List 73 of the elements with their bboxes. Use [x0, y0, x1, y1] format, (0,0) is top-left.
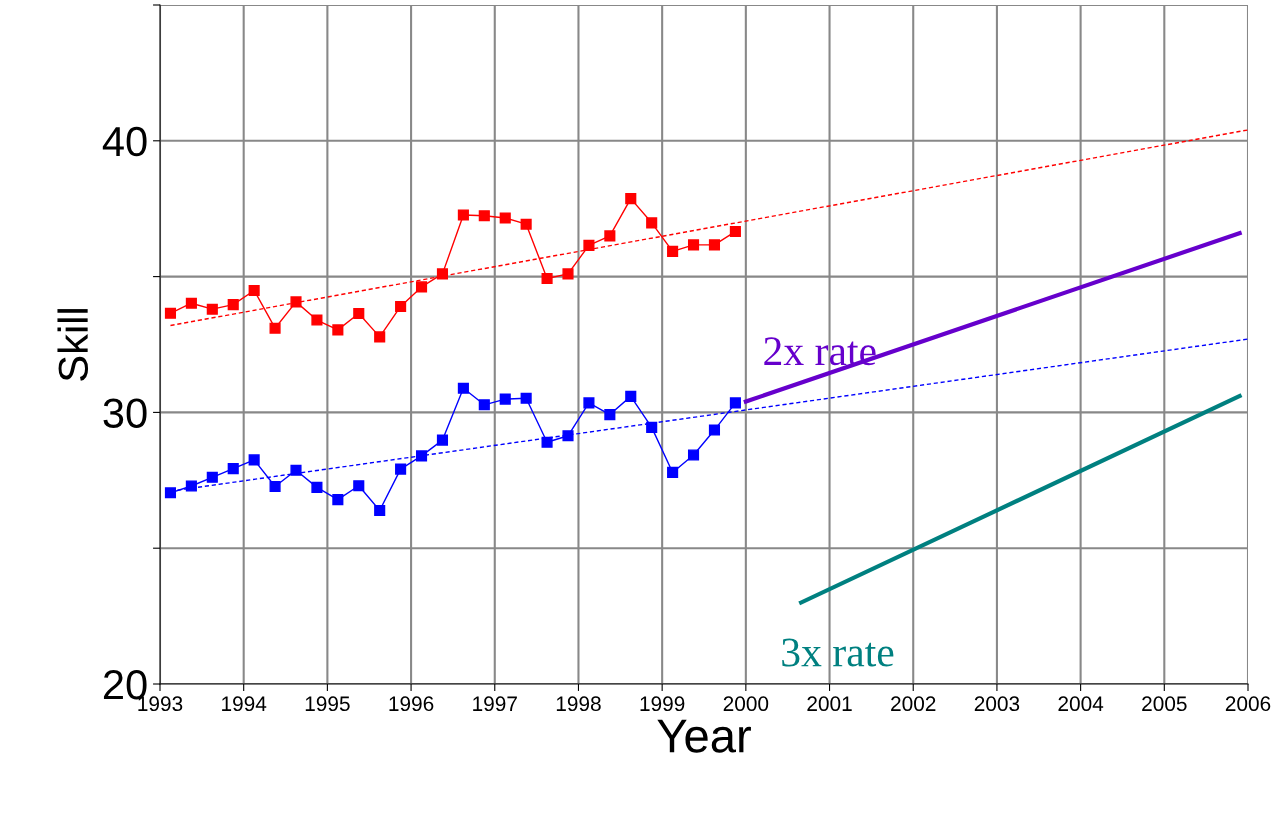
x-tick-label: 2003 — [974, 696, 1020, 712]
x-tick-label: 2001 — [807, 696, 852, 712]
x-tick-label: 1994 — [222, 696, 267, 712]
point — [708, 424, 721, 436]
x-tick-label: 1996 — [389, 696, 434, 712]
point — [290, 464, 302, 476]
point — [520, 218, 532, 230]
point — [227, 299, 239, 311]
point — [290, 296, 302, 308]
point — [185, 297, 197, 309]
point — [478, 210, 490, 222]
point — [625, 193, 637, 205]
point — [646, 217, 658, 229]
point — [729, 397, 741, 409]
y-tick-label: 30 — [103, 398, 147, 428]
point — [478, 399, 490, 411]
point — [227, 463, 239, 475]
point — [583, 397, 595, 409]
point — [457, 209, 469, 221]
point — [457, 382, 469, 394]
point — [374, 504, 386, 517]
x-axis-title: Year — [657, 719, 751, 753]
point — [667, 466, 679, 478]
point — [562, 430, 574, 442]
point — [332, 324, 344, 336]
point — [353, 307, 365, 320]
point — [395, 463, 407, 475]
point — [541, 436, 553, 448]
x-tick-label: 1997 — [473, 696, 517, 712]
point — [436, 434, 449, 446]
y-axis-title: Skill — [57, 309, 89, 381]
point — [248, 454, 260, 466]
point — [625, 390, 637, 402]
point — [562, 268, 574, 280]
x-tick-label: 2004 — [1058, 696, 1104, 712]
point — [583, 239, 595, 251]
x-tick-label: 1998 — [556, 696, 601, 712]
point — [206, 471, 218, 483]
x-tick-label: 1995 — [305, 696, 350, 712]
point — [687, 449, 700, 461]
point — [353, 480, 365, 492]
point — [269, 322, 281, 334]
point — [185, 480, 197, 492]
point — [332, 494, 344, 506]
point — [687, 239, 700, 251]
point — [604, 230, 616, 242]
y-tick-label: 40 — [102, 126, 147, 157]
point — [164, 487, 177, 499]
point — [206, 303, 218, 315]
point — [520, 392, 532, 404]
x-tick-label: 2002 — [891, 696, 936, 712]
x-tick-label: 1999 — [640, 696, 685, 712]
point — [374, 331, 386, 343]
point — [604, 409, 616, 421]
x-tick-label: 2000 — [723, 696, 769, 712]
point — [269, 480, 281, 493]
point — [311, 481, 323, 493]
point — [541, 272, 553, 285]
point — [667, 245, 679, 257]
point — [395, 300, 407, 313]
point — [436, 268, 449, 280]
x-tick-label: 2005 — [1142, 696, 1187, 712]
point — [499, 393, 511, 405]
point — [311, 314, 323, 326]
series-label: 3x rate — [782, 638, 894, 667]
point — [164, 307, 177, 319]
point — [729, 225, 741, 238]
point — [415, 450, 428, 462]
point — [708, 239, 721, 251]
point — [415, 281, 428, 293]
point — [248, 284, 260, 297]
x-tick-label: 2006 — [1225, 696, 1271, 712]
point — [499, 212, 511, 224]
